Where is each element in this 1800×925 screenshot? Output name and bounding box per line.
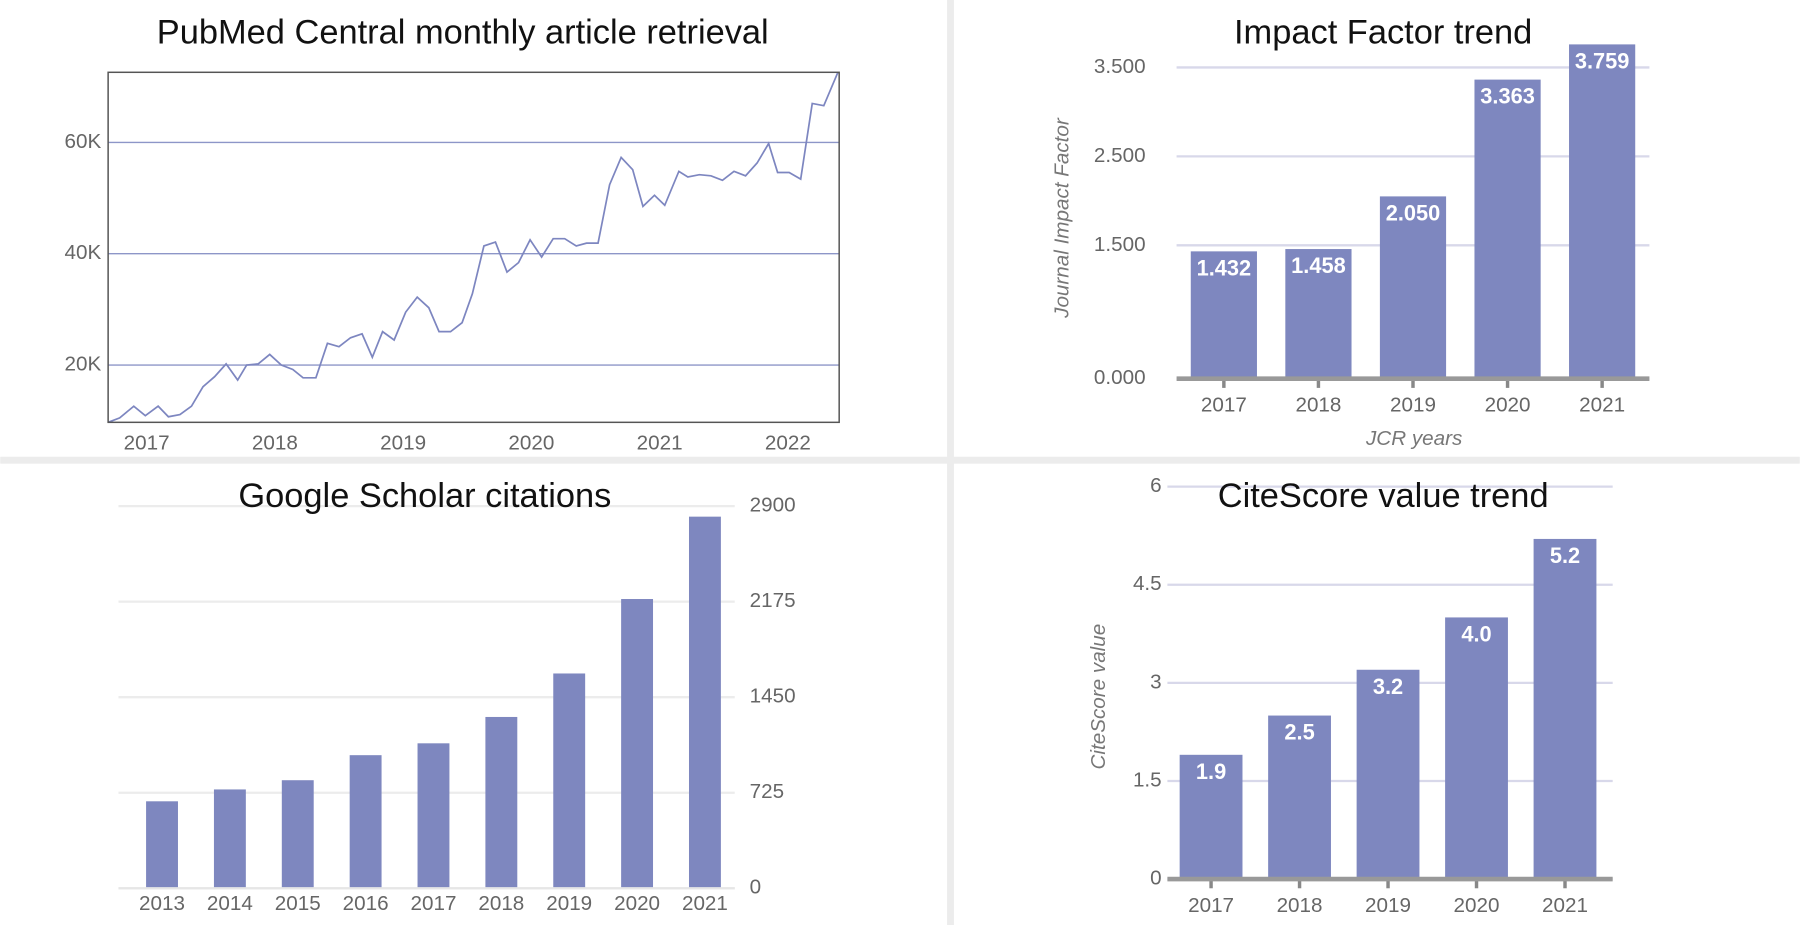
- bar: [281, 780, 314, 889]
- y-tick-label: 3: [1150, 670, 1161, 693]
- bar: [417, 743, 450, 889]
- data-line: [107, 71, 839, 424]
- value-label: 3.2: [1373, 674, 1403, 699]
- value-label: 4.0: [1461, 622, 1491, 647]
- x-tick-label: 2016: [343, 892, 389, 915]
- bar: [621, 599, 654, 889]
- x-tick-label: 2021: [637, 432, 683, 455]
- x-tick-label: 2019: [1390, 394, 1436, 417]
- x-tick-label: 2020: [614, 892, 660, 915]
- y-tick-label: 20K: [65, 352, 102, 375]
- bar: [213, 789, 246, 889]
- y-tick-label: 2175: [750, 589, 796, 612]
- x-tick-label: 2019: [546, 892, 592, 915]
- x-tick-label: 2017: [1188, 894, 1234, 917]
- bar: [1533, 538, 1597, 880]
- x-tick-label: 2017: [124, 432, 170, 455]
- divider: [0, 456, 1800, 464]
- x-tick-label: 2021: [1542, 894, 1588, 917]
- chart-title: CiteScore value trend: [1218, 477, 1549, 515]
- bar: [553, 673, 586, 889]
- bar: [146, 801, 178, 889]
- x-axis-label: JCR years: [1365, 427, 1462, 450]
- y-tick-label: 0.000: [1094, 366, 1146, 389]
- y-tick-label: 3.500: [1094, 55, 1146, 78]
- bar: [485, 716, 518, 889]
- bar: [1268, 715, 1331, 880]
- value-label: 1.458: [1291, 253, 1346, 278]
- x-tick-label: 2015: [275, 892, 321, 915]
- bar: [1474, 79, 1541, 379]
- x-tick-label: 2014: [207, 892, 253, 915]
- x-tick-label: 2018: [1277, 894, 1323, 917]
- value-label: 2.050: [1386, 201, 1441, 226]
- bar: [349, 755, 382, 889]
- bar: [1190, 251, 1257, 379]
- y-tick-label: 6: [1150, 474, 1161, 497]
- x-tick-label: 2019: [380, 432, 426, 455]
- y-tick-label: 2.500: [1094, 144, 1146, 167]
- chart-title: PubMed Central monthly article retrieval: [157, 14, 769, 52]
- x-tick-label: 2017: [411, 892, 457, 915]
- bar: [1285, 249, 1352, 379]
- y-tick-label: 2900: [750, 494, 796, 517]
- x-tick-label: 2018: [478, 892, 524, 915]
- bar: [1569, 44, 1636, 379]
- bar: [1379, 196, 1447, 379]
- x-tick-label: 2020: [1485, 394, 1531, 417]
- y-tick-label: 60K: [65, 130, 102, 153]
- y-tick-label: 1450: [750, 685, 796, 708]
- y-axis-label: Journal Impact Factor: [1050, 117, 1073, 319]
- value-label: 5.2: [1550, 543, 1580, 568]
- x-tick-label: 2017: [1201, 394, 1247, 417]
- plot-border: [107, 71, 840, 424]
- bar: [1356, 669, 1420, 880]
- x-tick-label: 2021: [682, 892, 728, 915]
- chart-title: Google Scholar citations: [238, 477, 611, 515]
- y-tick-label: 0: [1150, 867, 1161, 890]
- x-tick-label: 2018: [252, 432, 298, 455]
- x-tick-label: 2021: [1579, 394, 1625, 417]
- bar: [688, 516, 721, 889]
- y-tick-label: 1.5: [1133, 768, 1162, 791]
- value-label: 2.5: [1284, 720, 1314, 745]
- y-tick-label: 0: [750, 876, 761, 899]
- y-tick-label: 40K: [65, 241, 102, 264]
- x-tick-label: 2013: [139, 892, 185, 915]
- chart-title: Impact Factor trend: [1234, 14, 1532, 52]
- x-tick-label: 2020: [508, 432, 554, 455]
- y-tick-label: 725: [750, 780, 784, 803]
- y-tick-label: 1.500: [1094, 233, 1146, 256]
- x-tick-label: 2022: [765, 432, 811, 455]
- y-axis-label: CiteScore value: [1087, 624, 1110, 770]
- value-label: 3.759: [1575, 49, 1630, 74]
- bar: [1179, 754, 1243, 880]
- y-tick-label: 4.5: [1133, 572, 1162, 595]
- x-tick-label: 2018: [1295, 394, 1341, 417]
- value-label: 3.363: [1480, 84, 1535, 109]
- bar: [1445, 617, 1508, 880]
- x-tick-label: 2020: [1454, 894, 1500, 917]
- x-tick-label: 2019: [1365, 894, 1411, 917]
- value-label: 1.432: [1197, 255, 1252, 280]
- value-label: 1.9: [1196, 759, 1226, 784]
